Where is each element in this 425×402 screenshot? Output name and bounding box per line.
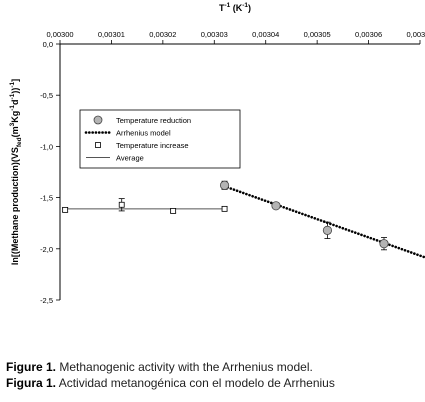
- caption-spanish-text: Actividad metanogénica con el modelo de …: [56, 376, 335, 390]
- temperature-reduction-point: [219, 180, 230, 190]
- legend-temperature-reduction: Temperature reduction: [93, 115, 191, 125]
- legend-average: Average: [86, 154, 144, 163]
- legend-square-marker: [95, 142, 101, 148]
- caption-spanish-label: Figura 1.: [6, 376, 57, 390]
- caption-spanish: Figura 1. Actividad metanogénica con el …: [6, 376, 419, 391]
- legend-box: [79, 109, 241, 169]
- x-tick-label: 0,00306: [355, 30, 382, 39]
- temperature-reduction-point: [379, 239, 389, 249]
- x-tick-label: 0,00304: [252, 30, 279, 39]
- legend-arrhenius-model: Arrhenius model: [84, 129, 171, 138]
- legend-label: Temperature increase: [116, 141, 189, 150]
- x-axis-title: T-1 (K-1): [219, 2, 251, 13]
- legend-label: Average: [116, 154, 144, 163]
- legend-label: Temperature reduction: [116, 116, 191, 125]
- temperature-reduction-point: [271, 201, 281, 211]
- caption-english: Figure 1. Methanogenic activity with the…: [6, 360, 419, 375]
- temperature-increase-point: [170, 208, 177, 214]
- arrhenius-chart: 0,00300 0,00301 0,00302 0,00303 0,00304 0,003…: [9, 2, 425, 305]
- legend-circle-marker: [93, 115, 103, 125]
- x-tick-label: 0,00303: [201, 30, 228, 39]
- temperature-reduction-point: [322, 225, 333, 235]
- legend-temperature-increase: Temperature increase: [95, 141, 189, 150]
- y-tick-label: -2,0: [40, 245, 53, 254]
- temperature-increase-point: [62, 206, 69, 213]
- y-tick-label: -2,5: [40, 296, 53, 305]
- x-tick-label: 0,00300: [46, 30, 73, 39]
- y-tick-label: -1,0: [40, 142, 53, 151]
- legend: Temperature reduction Arrhenius model Temp…: [79, 109, 241, 169]
- caption-english-text: Methanogenic activity with the Arrhenius…: [56, 360, 313, 374]
- x-tick-label: 0,00307: [406, 30, 425, 39]
- x-tick-label: 0,00301: [98, 30, 125, 39]
- y-tick-label: -0,5: [40, 91, 53, 100]
- y-tick-label: 0,0: [43, 40, 53, 49]
- legend-label: Arrhenius model: [116, 129, 171, 138]
- arrhenius-model-line: [223, 185, 425, 259]
- y-axis-title: ln[(Methane production)(VSfed(m3Kg-1d-1)…: [9, 79, 23, 265]
- temperature-increase-point: [221, 205, 228, 212]
- plot-series: [62, 180, 425, 259]
- x-tick-label: 0,00305: [304, 30, 331, 39]
- y-tick-label: -1,5: [40, 194, 53, 203]
- temperature-increase-point: [118, 201, 125, 208]
- axes: 0,00300 0,00301 0,00302 0,00303 0,00304 0,003…: [40, 30, 425, 305]
- caption-english-label: Figure 1.: [6, 360, 57, 374]
- x-tick-label: 0,00302: [149, 30, 176, 39]
